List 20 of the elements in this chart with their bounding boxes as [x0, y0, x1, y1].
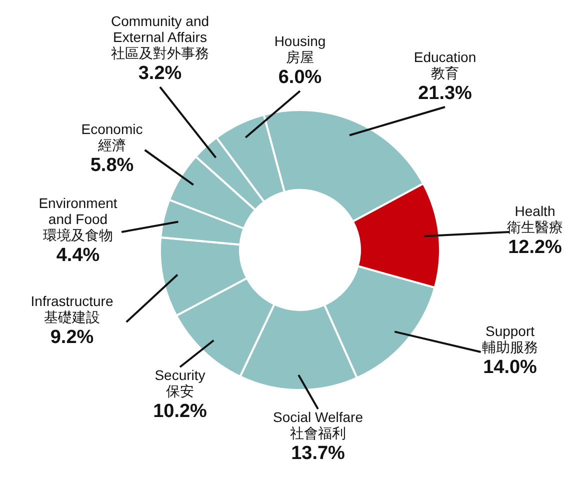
slice-label: Health 衛生醫療 — [507, 203, 563, 235]
slice-label: Social Welfare 社會福利 — [272, 409, 364, 441]
slice-label: Infrastructure 基礎建設 — [30, 293, 114, 325]
slice-label: Education 教育 — [414, 49, 476, 81]
slice-label: Support 輔助服務 — [482, 323, 538, 355]
data-label: 21.3% — [418, 83, 472, 104]
slice-label: Economic 經濟 — [81, 121, 143, 153]
slice-label: Housing 房屋 — [274, 33, 326, 65]
data-label: 4.4% — [56, 245, 100, 266]
data-label: 12.2% — [508, 237, 562, 258]
slice-label: Security 保安 — [154, 367, 206, 399]
slice-label: Environment and Food 環境及食物 — [38, 195, 118, 243]
data-label: 10.2% — [153, 401, 208, 422]
data-label: 14.0% — [483, 357, 538, 378]
slice-label: Community and External Affairs 社區及對外事務 — [110, 13, 210, 61]
data-label: 5.8% — [90, 155, 134, 176]
data-label: 9.2% — [50, 327, 94, 348]
data-label: 13.7% — [291, 443, 346, 464]
data-label: 6.0% — [278, 67, 322, 88]
data-label: 3.2% — [138, 63, 182, 84]
